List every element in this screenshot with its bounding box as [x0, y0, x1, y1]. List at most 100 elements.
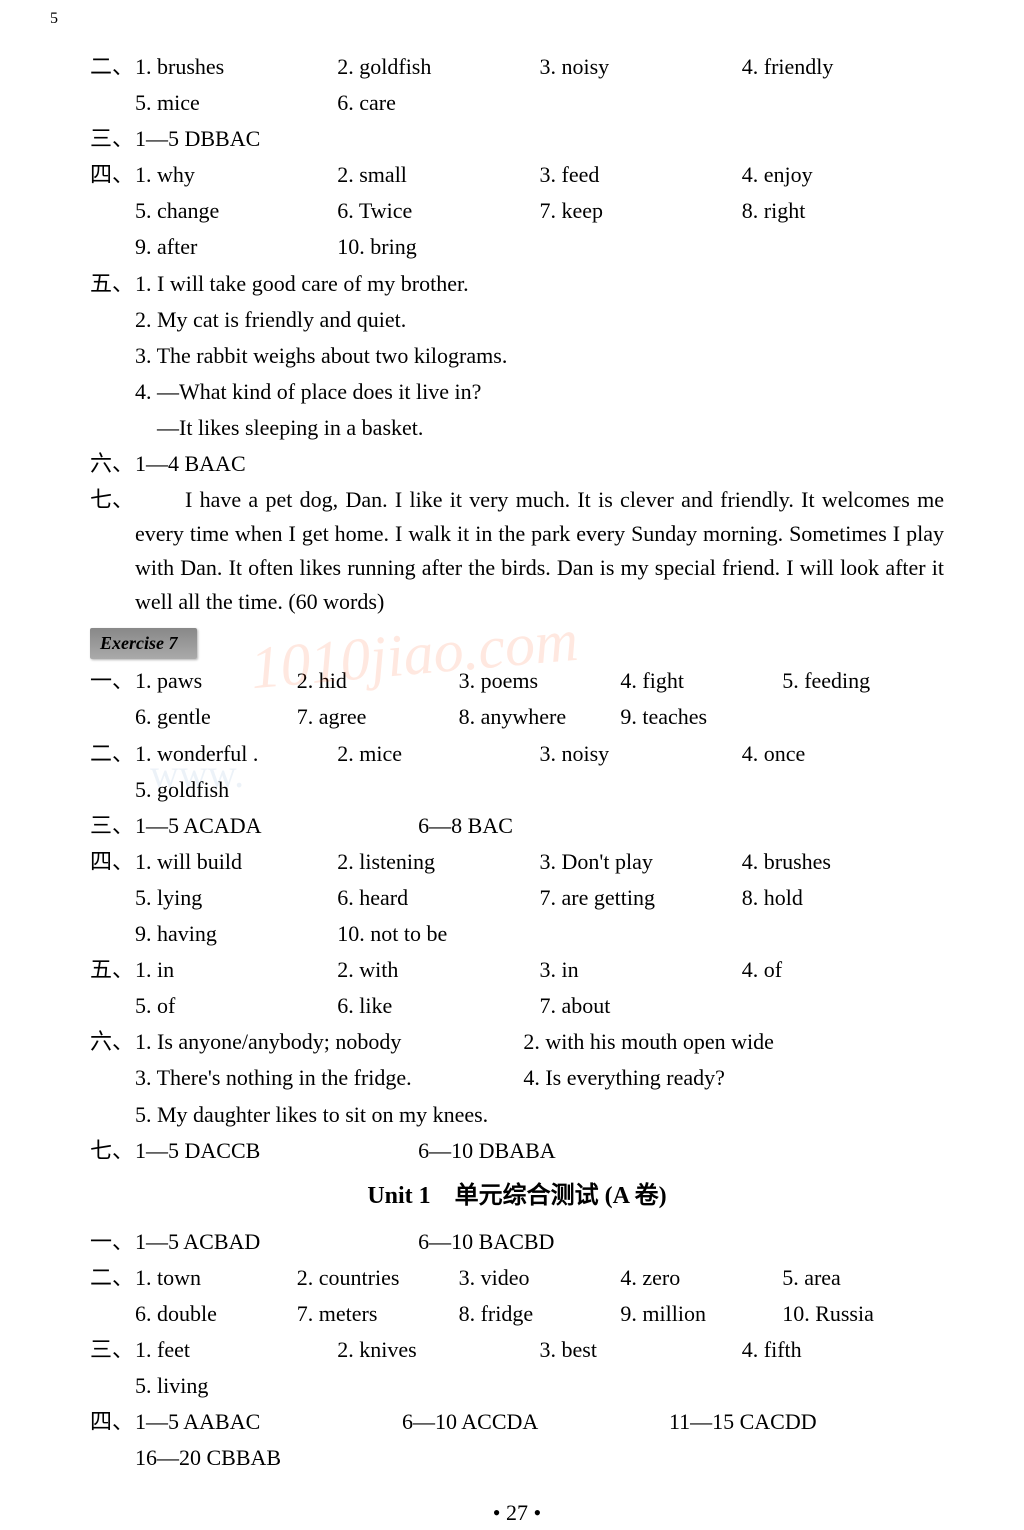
page-number: • 27 •	[90, 1496, 944, 1530]
answer-text: 11—15 CACDD	[669, 1405, 817, 1439]
answer-item: 2. hid	[297, 664, 459, 698]
answer-item: 6. like	[337, 989, 539, 1023]
answer-item: 1. in	[135, 953, 337, 987]
ex-section-label-3: 三、	[90, 809, 135, 843]
answer-line: 2. My cat is friendly and quiet.	[135, 303, 944, 337]
ex-section-label-5: 五、	[90, 953, 135, 987]
answer-line: 4. Is everything ready?	[523, 1061, 725, 1095]
answer-item: 4. of	[742, 953, 944, 987]
answer-item: 2. goldfish	[337, 50, 539, 84]
answer-item: 5. goldfish	[135, 773, 337, 807]
answer-item: 6. care	[337, 86, 539, 120]
page-mark: 5	[50, 10, 58, 28]
answer-item: 8. anywhere	[459, 700, 621, 734]
answer-item: 8. fridge	[459, 1297, 621, 1331]
answer-item: 10. Russia	[782, 1297, 944, 1331]
answer-item: 3. video	[459, 1261, 621, 1295]
answer-text: 16—20 CBBAB	[135, 1441, 944, 1475]
answer-item: 7. agree	[297, 700, 459, 734]
answer-item: 6. gentle	[135, 700, 297, 734]
answer-line: 2. with his mouth open wide	[523, 1025, 774, 1059]
answer-item: 1. wonderful .	[135, 737, 337, 771]
answer-item: 10. not to be	[337, 917, 539, 951]
answer-item: 3. Don't play	[540, 845, 742, 879]
answer-item: 2. mice	[337, 737, 539, 771]
section-label-3: 三、	[90, 122, 135, 156]
answer-item: 3. feed	[540, 158, 742, 192]
ex-section-label-2: 二、	[90, 737, 135, 771]
section-label-5: 五、	[90, 267, 135, 301]
answer-line: —It likes sleeping in a basket.	[135, 411, 944, 445]
answer-item: 5. change	[135, 194, 337, 228]
answer-text: 1—5 ACBAD	[135, 1225, 418, 1259]
page-content: 二、 1. brushes 2. goldfish 3. noisy 4. fr…	[90, 50, 944, 1530]
answer-line: 3. The rabbit weighs about two kilograms…	[135, 339, 944, 373]
answer-text: 1—5 DACCB	[135, 1134, 418, 1168]
section-label-6: 六、	[90, 447, 135, 481]
answer-item: 3. noisy	[540, 50, 742, 84]
answer-text: 6—10 BACBD	[418, 1225, 554, 1259]
answer-item: 5. living	[135, 1369, 944, 1403]
answer-line: 1. Is anyone/anybody; nobody	[135, 1025, 523, 1059]
unit-section-label-1: 一、	[90, 1225, 135, 1259]
answer-item: 2. with	[337, 953, 539, 987]
answer-line: 3. There's nothing in the fridge.	[135, 1061, 523, 1095]
answer-item: 5. area	[782, 1261, 944, 1295]
answer-item: 1. feet	[135, 1333, 337, 1367]
unit-section-label-3: 三、	[90, 1333, 135, 1367]
answer-item: 1. why	[135, 158, 337, 192]
answer-line: 1. I will take good care of my brother.	[135, 267, 944, 301]
answer-item: 7. about	[540, 989, 742, 1023]
ex-section-label-7: 七、	[90, 1134, 135, 1168]
answer-text: 1—5 DBBAC	[135, 122, 944, 156]
answer-item: 4. fight	[620, 664, 782, 698]
answer-item: 3. best	[540, 1333, 742, 1367]
answer-item: 10. bring	[337, 230, 539, 264]
answer-item: 4. fifth	[742, 1333, 944, 1367]
answer-item: 7. meters	[297, 1297, 459, 1331]
answer-item: 9. after	[135, 230, 337, 264]
unit-section-label-4: 四、	[90, 1405, 135, 1439]
unit-section-label-2: 二、	[90, 1261, 135, 1295]
answer-item: 7. are getting	[540, 881, 742, 915]
unit-title: Unit 1 单元综合测试 (A 卷)	[90, 1178, 944, 1215]
answer-item: 4. enjoy	[742, 158, 944, 192]
answer-text: 6—10 ACCDA	[402, 1405, 669, 1439]
answer-line: 4. —What kind of place does it live in?	[135, 375, 944, 409]
answer-item: 5. lying	[135, 881, 337, 915]
answer-item: 2. listening	[337, 845, 539, 879]
answer-item: 4. zero	[620, 1261, 782, 1295]
answer-item: 5. mice	[135, 86, 337, 120]
answer-item: 3. noisy	[540, 737, 742, 771]
answer-item: 1. brushes	[135, 50, 337, 84]
answer-item: 1. will build	[135, 845, 337, 879]
answer-item: 2. countries	[297, 1261, 459, 1295]
ex-section-label-6: 六、	[90, 1025, 135, 1059]
answer-item: 1. town	[135, 1261, 297, 1295]
answer-item: 6. heard	[337, 881, 539, 915]
answer-item: 4. once	[742, 737, 944, 771]
answer-item: 7. keep	[540, 194, 742, 228]
answer-text: 6—8 BAC	[418, 809, 513, 843]
answer-text: 6—10 DBABA	[418, 1134, 556, 1168]
answer-item: 6. double	[135, 1297, 297, 1331]
answer-item: 4. friendly	[742, 50, 944, 84]
answer-item: 5. feeding	[782, 664, 944, 698]
answer-item: 2. small	[337, 158, 539, 192]
answer-text: 1—4 BAAC	[135, 447, 944, 481]
answer-item: 2. knives	[337, 1333, 539, 1367]
ex-section-label-4: 四、	[90, 845, 135, 879]
answer-item: 1. paws	[135, 664, 297, 698]
answer-item: 9. having	[135, 917, 337, 951]
answer-item: 4. brushes	[742, 845, 944, 879]
answer-item: 9. million	[620, 1297, 782, 1331]
answer-item: 8. hold	[742, 881, 944, 915]
answer-item: 8. right	[742, 194, 944, 228]
paragraph-text: I have a pet dog, Dan. I like it very mu…	[135, 483, 944, 619]
answer-text: 1—5 AABAC	[135, 1405, 402, 1439]
ex-section-label-1: 一、	[90, 664, 135, 698]
section-label-4: 四、	[90, 158, 135, 192]
exercise-header: Exercise 7	[90, 628, 197, 660]
answer-item: 9. teaches	[620, 700, 782, 734]
answer-item: 3. poems	[459, 664, 621, 698]
